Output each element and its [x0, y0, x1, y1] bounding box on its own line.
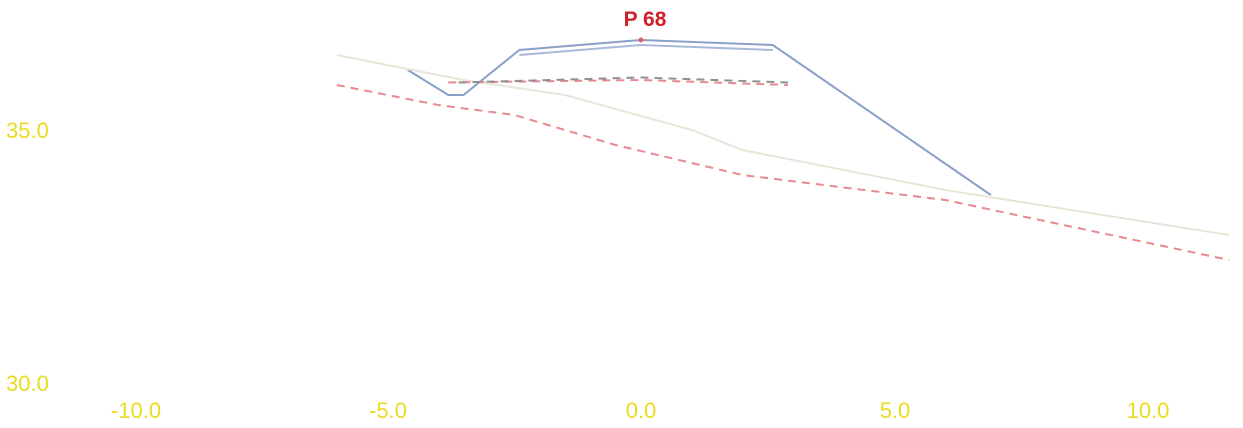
- x-tick-label: -5.0: [369, 398, 407, 423]
- x-tick-label: -10.0: [111, 398, 161, 423]
- y-tick-label: 30.0: [6, 371, 49, 396]
- profile-line-design-inner: [519, 43, 773, 56]
- x-tick-label: 0.0: [626, 398, 657, 423]
- profile-line-existing-ground: [336, 54, 1230, 236]
- profile-line-reference: [458, 76, 789, 84]
- profile-line-design: [407, 38, 992, 196]
- profile-line-subgrade: [336, 84, 1230, 261]
- profile-lines: [336, 38, 1230, 261]
- y-tick-label: 35.0: [6, 118, 49, 143]
- x-tick-label: 10.0: [1127, 398, 1170, 423]
- profile-title: P 68: [624, 8, 667, 31]
- axis-marker: [638, 37, 644, 43]
- profile-line-subgrade-top: [448, 78, 789, 86]
- x-tick-label: 5.0: [880, 398, 911, 423]
- profile-markers: [638, 37, 644, 43]
